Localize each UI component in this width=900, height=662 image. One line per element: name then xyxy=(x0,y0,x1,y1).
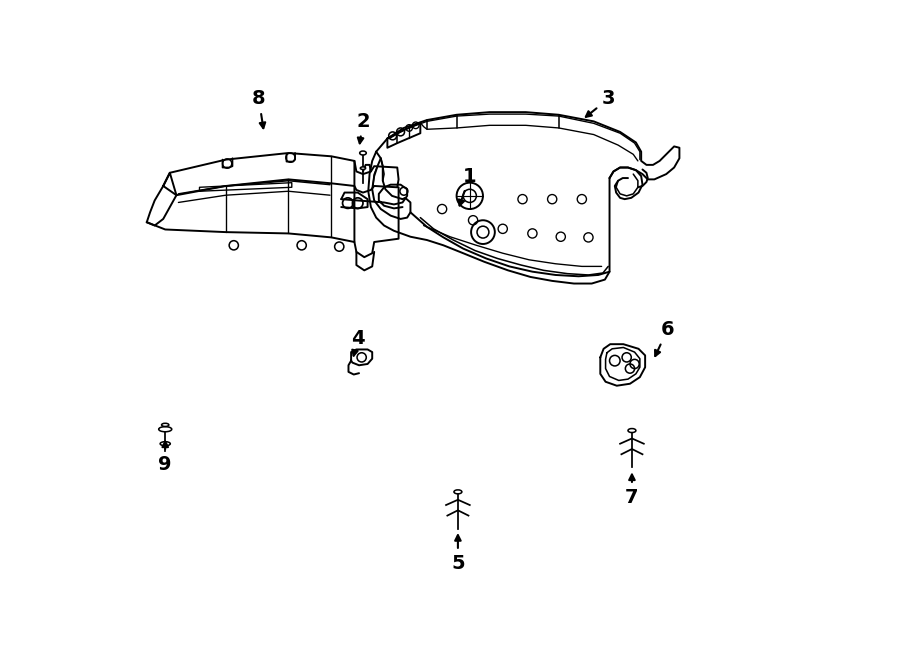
Text: 3: 3 xyxy=(586,89,615,117)
Ellipse shape xyxy=(160,442,170,446)
Text: 5: 5 xyxy=(451,535,464,573)
Ellipse shape xyxy=(628,428,636,432)
Ellipse shape xyxy=(162,423,169,426)
Ellipse shape xyxy=(360,167,365,169)
Text: 2: 2 xyxy=(356,112,370,144)
Ellipse shape xyxy=(360,151,366,155)
Ellipse shape xyxy=(454,490,462,494)
Text: 6: 6 xyxy=(655,320,674,356)
Text: 7: 7 xyxy=(626,475,639,506)
Text: 9: 9 xyxy=(158,442,172,474)
Text: 4: 4 xyxy=(351,330,364,355)
Ellipse shape xyxy=(158,427,172,432)
Text: 8: 8 xyxy=(252,89,266,128)
Text: 1: 1 xyxy=(459,167,477,205)
